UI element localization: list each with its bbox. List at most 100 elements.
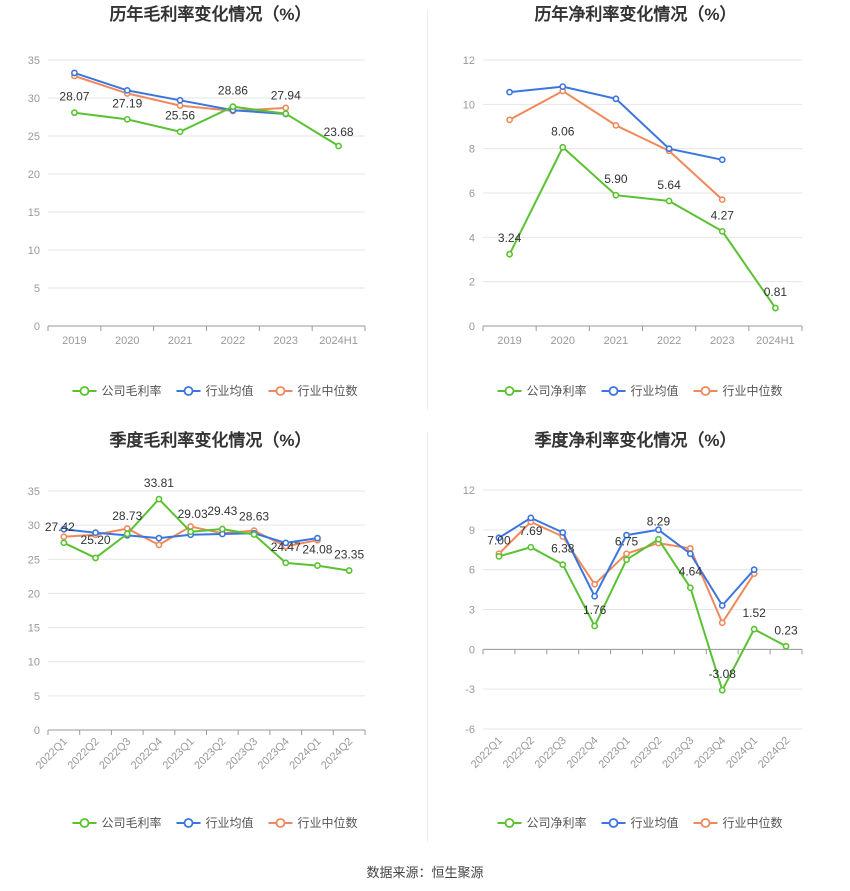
x-tick-label: 2023Q1 <box>161 736 197 772</box>
y-tick-label: 12 <box>463 55 475 67</box>
x-tick-label: 2023 <box>710 335 734 347</box>
y-tick-label: 0 <box>469 644 475 656</box>
x-tick-label: 2022Q3 <box>97 736 133 772</box>
panel-divider <box>427 432 428 842</box>
x-tick-label: 2024Q2 <box>319 736 355 772</box>
legend: 公司毛利率 行业均值 行业中位数 <box>72 383 358 398</box>
x-tick-label: 2023Q2 <box>628 735 664 771</box>
y-tick-label: 3 <box>469 605 475 617</box>
data-label: 27.42 <box>45 520 75 534</box>
data-point-avg <box>718 602 726 609</box>
data-point-company <box>612 191 620 199</box>
y-tick-label: 10 <box>28 657 40 669</box>
legend-label: 行业均值 <box>206 383 254 398</box>
series-median <box>506 87 726 204</box>
legend-marker-icon <box>183 818 194 828</box>
legend-item: 公司毛利率 <box>72 815 162 830</box>
legend-item: 行业中位数 <box>693 383 783 398</box>
x-tick-label: 2023Q3 <box>660 735 696 771</box>
data-label: 8.29 <box>647 514 671 528</box>
y-tick-label: 12 <box>463 485 475 497</box>
data-point-company <box>176 128 184 136</box>
quarterly-gross-margin-chart: 季度毛利率变化情况（%）051015202530352022Q12022Q220… <box>28 430 366 830</box>
x-tick-label: 2019 <box>497 335 521 347</box>
series-line-company <box>508 145 777 309</box>
data-point-company <box>345 567 353 574</box>
legend-marker-icon <box>700 386 711 396</box>
legend-item: 行业中位数 <box>268 815 358 830</box>
legend-label: 行业中位数 <box>298 815 358 830</box>
data-point-avg <box>718 156 726 164</box>
data-point-company <box>229 103 237 111</box>
data-point-avg <box>750 566 758 574</box>
data-label: 6.38 <box>551 542 575 556</box>
legend-label: 行业中位数 <box>723 383 783 398</box>
y-tick-label: 35 <box>28 486 40 498</box>
data-point-company <box>718 686 726 694</box>
data-point-company <box>782 642 790 650</box>
data-point-company <box>750 625 758 633</box>
y-tick-label: 2 <box>469 277 475 289</box>
data-point-company <box>665 197 673 205</box>
data-label: 4.27 <box>711 208 735 222</box>
legend-label: 行业均值 <box>631 383 679 398</box>
legend-item: 行业中位数 <box>693 815 783 830</box>
data-point-company <box>282 559 290 567</box>
y-tick-label: 10 <box>28 245 40 257</box>
data-point-avg <box>155 534 163 542</box>
legend-marker-icon <box>183 386 194 396</box>
data-point-company <box>218 525 226 533</box>
data-point-avg <box>495 534 503 542</box>
y-tick-label: 25 <box>28 554 40 566</box>
data-point-avg <box>591 592 599 600</box>
x-tick-label: 2022 <box>221 335 245 347</box>
data-label: 24.47 <box>271 540 301 554</box>
legend-marker-icon <box>275 818 286 828</box>
data-point-avg <box>314 534 321 542</box>
legend-marker-icon <box>275 386 286 396</box>
data-point-company <box>623 556 630 564</box>
data-point-median <box>623 550 630 558</box>
y-tick-label: -6 <box>465 724 475 736</box>
data-point-median <box>591 580 599 588</box>
data-point-company <box>527 543 535 551</box>
legend-label: 公司净利率 <box>527 815 587 830</box>
data-point-avg <box>92 529 99 537</box>
data-point-company <box>187 528 195 536</box>
x-tick-label: 2022 <box>657 335 681 347</box>
data-label: 27.19 <box>112 96 142 110</box>
legend-marker-icon <box>79 386 90 396</box>
data-label: -3.08 <box>709 667 737 681</box>
data-point-avg <box>71 69 78 77</box>
x-tick-label: 2020 <box>115 335 139 347</box>
data-point-company <box>495 552 503 560</box>
y-tick-label: 0 <box>34 321 40 333</box>
data-point-avg <box>176 96 184 104</box>
legend-marker-icon <box>608 386 619 396</box>
data-point-company <box>71 109 78 117</box>
y-tick-label: 5 <box>34 691 40 703</box>
data-point-median <box>155 541 163 549</box>
series-avg <box>495 514 758 609</box>
data-label: 0.81 <box>764 285 788 299</box>
data-label: 24.08 <box>302 543 332 557</box>
y-tick-label: 5 <box>34 283 40 295</box>
data-point-company <box>335 142 342 150</box>
series-line-company <box>498 537 787 693</box>
x-tick-label: 2023 <box>274 335 298 347</box>
data-source-note: 数据来源：恒生聚源 <box>366 865 484 880</box>
legend-label: 行业均值 <box>631 815 679 830</box>
legend-item: 公司毛利率 <box>72 383 162 398</box>
data-point-median <box>282 104 290 112</box>
x-tick-label: 2022Q4 <box>565 735 601 771</box>
x-tick-label: 2024H1 <box>319 335 358 347</box>
legend-item: 行业均值 <box>601 815 679 830</box>
y-tick-label: 30 <box>28 93 40 105</box>
x-tick-label: 2024Q1 <box>287 736 323 772</box>
y-tick-label: 20 <box>28 169 40 181</box>
legend-item: 公司净利率 <box>497 383 587 398</box>
legend-marker-icon <box>504 818 515 828</box>
legend: 公司毛利率 行业均值 行业中位数 <box>72 815 358 830</box>
series-line-company <box>63 497 350 572</box>
x-tick-label: 2023Q3 <box>224 736 260 772</box>
